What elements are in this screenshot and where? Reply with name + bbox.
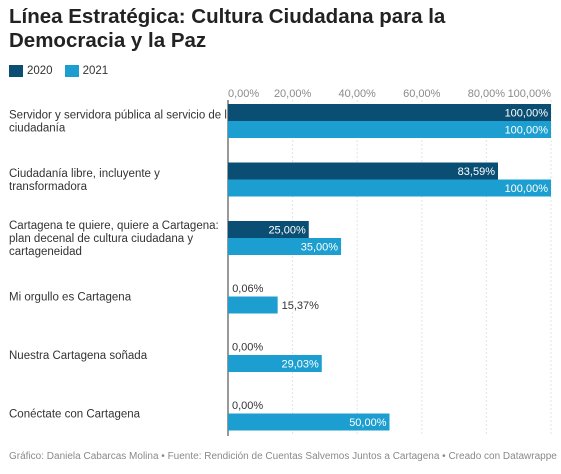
category-label-line: Nuestra Cartagena soñada (9, 350, 148, 362)
data-label: 29,03% (281, 359, 319, 371)
legend-item-2020: 2020 (9, 65, 53, 77)
category-label-line: ciudadanía (9, 123, 66, 135)
category-label-line: transformadora (9, 181, 88, 193)
category-label-line: plan decenal de cultura ciudadana y (9, 233, 193, 245)
category-label: Ciudadanía libre, incluyente y transforma… (9, 168, 160, 193)
data-label: 25,00% (268, 225, 306, 237)
bar-2021 (228, 296, 278, 314)
data-label: 0,00% (232, 342, 263, 354)
category-label: Servidor y servidora pública al servicio… (9, 110, 234, 135)
bar-2020 (228, 221, 309, 238)
data-label: 100,00% (505, 108, 549, 120)
legend-item-2021: 2021 (64, 65, 109, 77)
category-label-line: Conéctate con Cartagena (9, 409, 141, 421)
x-tick-label: 80,00% (468, 88, 506, 100)
category-label-line: cartageneidad (9, 246, 82, 258)
bar-2021 (228, 413, 390, 431)
x-tick-label: 0,00% (228, 88, 259, 100)
category-label-line: Ciudadanía libre, incluyente y (9, 168, 160, 180)
x-tick-label: 100,00% (508, 88, 552, 100)
legend: 2020 2021 (9, 64, 120, 78)
legend-label-2021: 2021 (82, 65, 109, 77)
chart-title: Línea Estratégica: Cultura Ciudadana par… (9, 5, 446, 52)
data-label: 50,00% (349, 417, 387, 429)
data-label: 83,59% (458, 166, 496, 178)
bar-2021 (228, 238, 342, 255)
bar-2021 (228, 121, 551, 138)
data-label: 15,37% (282, 300, 320, 312)
category-label-line: Mi orgullo es Cartagena (9, 292, 132, 304)
legend-swatch-2020 (9, 65, 23, 77)
category-label: Nuestra Cartagena soñada (9, 350, 148, 362)
bar-2020 (228, 104, 551, 121)
bar-2021 (228, 355, 322, 372)
x-tick-label: 60,00% (403, 88, 441, 100)
data-label: 35,00% (301, 242, 339, 254)
data-label: 0,00% (232, 400, 263, 412)
data-label: 100,00% (505, 183, 549, 195)
data-label: 0,06% (232, 283, 263, 295)
data-label: 100,00% (505, 125, 549, 137)
legend-label-2020: 2020 (27, 65, 53, 77)
category-label: Conéctate con Cartagena (9, 409, 141, 421)
chart-footer: Gráfico: Daniela Cabarcas Molina • Fuent… (9, 451, 557, 462)
bar-2021 (228, 179, 551, 197)
x-tick-label: 40,00% (339, 88, 377, 100)
category-label-line: Cartagena te quiere, quiere a Cartagena: (9, 220, 219, 232)
legend-swatch-2021 (64, 65, 79, 77)
category-label: Mi orgullo es Cartagena (9, 292, 132, 304)
x-tick-label: 20,00% (274, 88, 312, 100)
category-label-line: Servidor y servidora pública al servicio… (9, 110, 234, 122)
category-label: Cartagena te quiere, quiere a Cartagena:… (9, 220, 219, 258)
bar-2020 (228, 162, 498, 180)
